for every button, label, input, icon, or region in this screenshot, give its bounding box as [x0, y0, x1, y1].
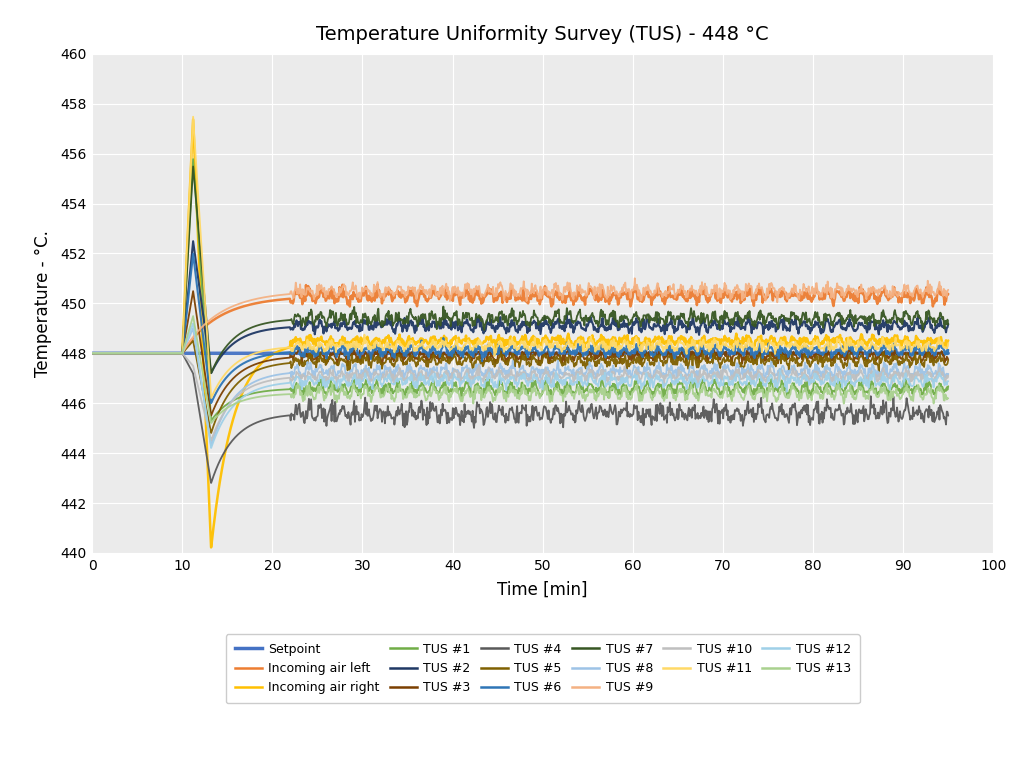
Y-axis label: Temperature - °C.: Temperature - °C.: [34, 230, 52, 377]
Legend: Setpoint, Incoming air left, Incoming air right, TUS #1, TUS #2, TUS #3, TUS #4,: Setpoint, Incoming air left, Incoming ai…: [226, 634, 859, 703]
Title: Temperature Uniformity Survey (TUS) - 448 °C: Temperature Uniformity Survey (TUS) - 44…: [316, 25, 769, 44]
X-axis label: Time [min]: Time [min]: [498, 581, 588, 599]
